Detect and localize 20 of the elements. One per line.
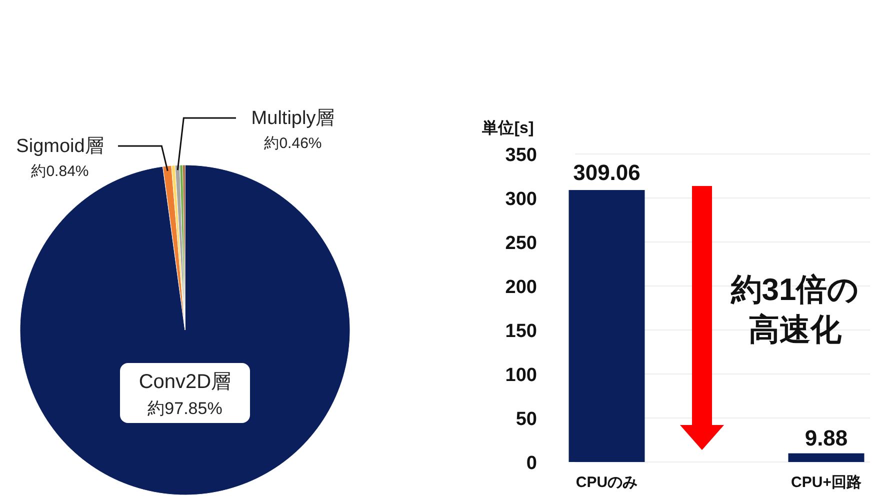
x-tick-label: CPU+回路: [791, 474, 862, 491]
y-tick-label: 100: [505, 365, 537, 386]
y-tick-label: 50: [516, 409, 537, 430]
y-tick-label: 200: [505, 277, 537, 298]
y-tick-label: 350: [505, 145, 537, 166]
slice-label: Sigmoid層: [16, 136, 104, 157]
data-label: 約0.84%: [31, 163, 89, 180]
y-tick-label: 0: [526, 453, 537, 474]
data-label: 9.88: [804, 425, 848, 450]
y-tick-label: 150: [505, 321, 537, 342]
data-label: 309.06: [573, 160, 640, 186]
slice-label: Multiply層: [251, 108, 335, 129]
data-label: 約97.85%: [148, 399, 222, 418]
y-tick-label: 300: [505, 189, 537, 210]
y-axis-title: 単位[s]: [481, 119, 534, 137]
slice-label: Conv2D層: [138, 371, 232, 393]
y-tick-label: 250: [505, 233, 537, 254]
annotation: 約31倍の高速化: [730, 271, 860, 349]
x-tick-label: CPUのみ: [576, 474, 638, 491]
data-label: 約0.46%: [264, 135, 322, 152]
